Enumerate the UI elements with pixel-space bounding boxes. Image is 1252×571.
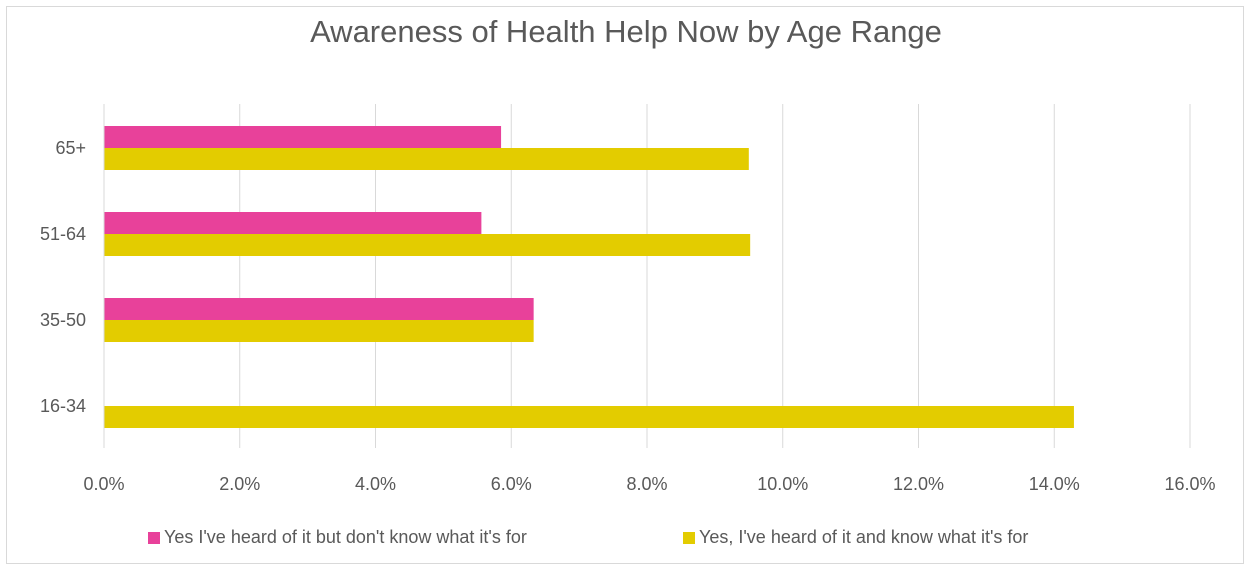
bars: [104, 126, 1074, 428]
chart-title: Awareness of Health Help Now by Age Rang…: [310, 14, 942, 49]
bar-unsure: [104, 126, 502, 148]
axes: 0.0% 2.0% 4.0% 6.0% 8.0% 10.0% 12.0% 14.0% 16.0%…: [40, 104, 1216, 494]
legend-swatch-pink: [148, 531, 160, 544]
bar-unsure: [104, 298, 534, 320]
x-tick-label: 2.0%: [219, 474, 260, 494]
legend-label: Yes I've heard of it but don't know what…: [164, 527, 527, 547]
x-tick-label: 4.0%: [355, 474, 396, 494]
legend-item-unsure: Yes I've heard of it but don't know what…: [148, 527, 527, 548]
legend-label: Yes, I've heard of it and know what it's…: [699, 527, 1029, 547]
bar-know: [104, 234, 751, 256]
y-tick-label: 51-64: [40, 224, 86, 244]
bar-know: [104, 406, 1074, 428]
bar-know: [104, 148, 749, 170]
bar-unsure: [104, 212, 482, 234]
x-tick-label: 8.0%: [626, 474, 667, 494]
legend: Yes I've heard of it but don't know what…: [0, 527, 1252, 551]
y-tick-label: 16-34: [40, 396, 86, 416]
x-tick-label: 16.0%: [1164, 474, 1215, 494]
legend-swatch-yellow: [683, 531, 695, 544]
x-tick-label: 10.0%: [757, 474, 808, 494]
x-tick-label: 14.0%: [1029, 474, 1080, 494]
chart-frame: [6, 6, 1244, 564]
legend-item-know: Yes, I've heard of it and know what it's…: [683, 527, 1028, 548]
bar-know: [104, 320, 534, 342]
x-tick-label: 6.0%: [491, 474, 532, 494]
y-tick-label: 35-50: [40, 310, 86, 330]
y-tick-label: 65+: [55, 138, 86, 158]
x-tick-label: 0.0%: [83, 474, 124, 494]
x-tick-label: 12.0%: [893, 474, 944, 494]
